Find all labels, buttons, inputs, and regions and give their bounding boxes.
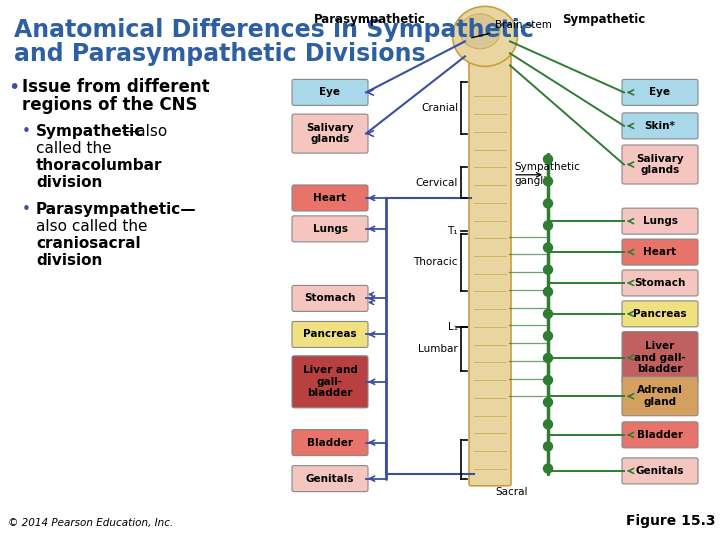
Text: Adrenal
gland: Adrenal gland (637, 386, 683, 407)
Circle shape (544, 154, 552, 164)
Text: Liver
and gall-
bladder: Liver and gall- bladder (634, 341, 686, 374)
Text: Sympathetic: Sympathetic (562, 13, 645, 26)
Text: —also: —also (121, 124, 167, 139)
Text: called the: called the (36, 141, 112, 156)
Text: Anatomical Differences in Sympathetic: Anatomical Differences in Sympathetic (14, 18, 534, 42)
Text: Brain stem: Brain stem (472, 21, 552, 38)
Text: also called the: also called the (36, 219, 148, 234)
Text: Pancreas: Pancreas (303, 329, 357, 340)
Text: © 2014 Pearson Education, Inc.: © 2014 Pearson Education, Inc. (8, 518, 174, 528)
FancyBboxPatch shape (622, 113, 698, 139)
FancyBboxPatch shape (622, 145, 698, 184)
FancyBboxPatch shape (622, 301, 698, 327)
Text: Salivary
glands: Salivary glands (636, 154, 684, 176)
FancyBboxPatch shape (622, 422, 698, 448)
FancyBboxPatch shape (622, 208, 698, 234)
Circle shape (544, 354, 552, 362)
Text: regions of the CNS: regions of the CNS (22, 96, 197, 114)
FancyBboxPatch shape (622, 458, 698, 484)
Text: Figure 15.3: Figure 15.3 (626, 514, 715, 528)
Circle shape (544, 309, 552, 319)
Text: Cervical: Cervical (415, 178, 458, 187)
Text: L₁: L₁ (448, 322, 458, 332)
Text: Bladder: Bladder (307, 437, 353, 448)
Text: Lumbar: Lumbar (418, 343, 458, 354)
FancyBboxPatch shape (292, 114, 368, 153)
Circle shape (544, 177, 552, 186)
Text: Stomach: Stomach (305, 293, 356, 303)
Circle shape (544, 221, 552, 230)
Circle shape (544, 420, 552, 429)
FancyBboxPatch shape (292, 465, 368, 491)
FancyBboxPatch shape (292, 185, 368, 211)
FancyBboxPatch shape (292, 286, 368, 312)
Text: Parasympathetic—: Parasympathetic— (36, 202, 197, 217)
Text: division: division (36, 253, 102, 268)
Text: Eye: Eye (320, 87, 341, 97)
Circle shape (544, 442, 552, 451)
Text: Pancreas: Pancreas (633, 309, 687, 319)
Text: thoracolumbar: thoracolumbar (36, 158, 163, 173)
Text: •: • (22, 202, 31, 217)
FancyBboxPatch shape (622, 79, 698, 105)
Text: Skin*: Skin* (644, 121, 675, 131)
FancyBboxPatch shape (292, 356, 368, 408)
Circle shape (544, 287, 552, 296)
Text: Stomach: Stomach (634, 278, 685, 288)
Text: division: division (36, 175, 102, 190)
Text: Heart: Heart (313, 193, 346, 203)
Text: Salivary
glands: Salivary glands (306, 123, 354, 144)
Text: Genitals: Genitals (636, 466, 684, 476)
Text: Lungs: Lungs (312, 224, 348, 234)
Circle shape (544, 243, 552, 252)
Text: Bladder: Bladder (637, 430, 683, 440)
Text: Parasympathetic: Parasympathetic (314, 13, 426, 26)
Circle shape (544, 398, 552, 407)
Text: Cranial: Cranial (421, 103, 458, 113)
Text: Lungs: Lungs (642, 216, 678, 226)
Text: and Parasympathetic Divisions: and Parasympathetic Divisions (14, 42, 426, 66)
Text: craniosacral: craniosacral (36, 236, 140, 251)
Text: Issue from different: Issue from different (22, 78, 210, 96)
Text: •: • (8, 78, 19, 97)
Circle shape (544, 376, 552, 384)
Text: Sacral: Sacral (495, 487, 528, 497)
FancyBboxPatch shape (622, 332, 698, 383)
Ellipse shape (452, 6, 518, 66)
Text: Sympathetic: Sympathetic (36, 124, 144, 139)
Circle shape (544, 265, 552, 274)
FancyBboxPatch shape (622, 239, 698, 265)
FancyBboxPatch shape (292, 216, 368, 242)
Text: Genitals: Genitals (306, 474, 354, 484)
Text: Sympathetic: Sympathetic (514, 162, 580, 172)
FancyBboxPatch shape (469, 55, 511, 486)
Text: Eye: Eye (649, 87, 670, 97)
Ellipse shape (460, 14, 500, 49)
Text: ganglia: ganglia (514, 176, 553, 186)
Text: •: • (22, 124, 31, 139)
FancyBboxPatch shape (622, 270, 698, 296)
FancyBboxPatch shape (622, 377, 698, 416)
Text: Heart: Heart (644, 247, 677, 257)
FancyBboxPatch shape (292, 430, 368, 456)
Text: Liver and
gall-
bladder: Liver and gall- bladder (302, 365, 357, 399)
Circle shape (544, 464, 552, 473)
FancyBboxPatch shape (292, 321, 368, 347)
Circle shape (544, 332, 552, 340)
Text: Thoracic: Thoracic (413, 258, 458, 267)
Text: T₁: T₁ (448, 226, 458, 237)
Circle shape (544, 199, 552, 208)
FancyBboxPatch shape (292, 79, 368, 105)
